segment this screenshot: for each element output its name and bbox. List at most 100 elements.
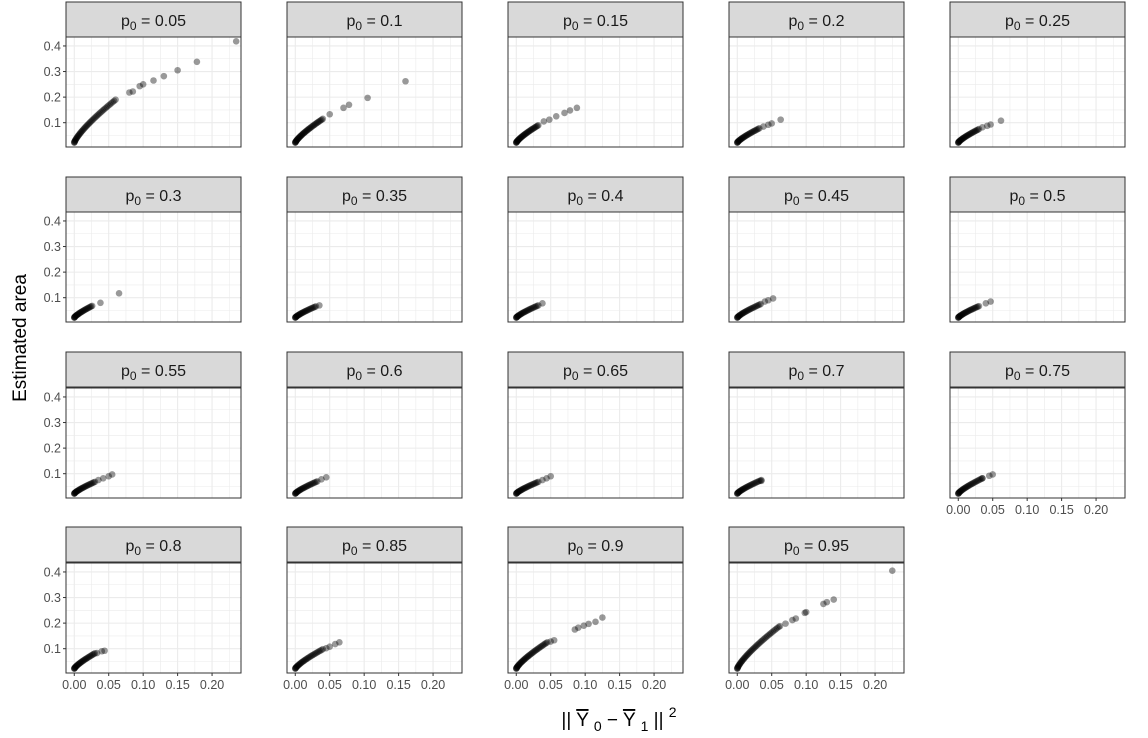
facet-strip-label: p0 = 0.75 (1005, 363, 1070, 383)
facet-strip (507, 176, 684, 213)
data-point (888, 567, 896, 574)
data-point (304, 306, 312, 314)
panel-border (507, 36, 684, 148)
data-point (524, 483, 532, 490)
data-point (517, 659, 525, 666)
data-point (78, 128, 85, 135)
data-point (72, 312, 79, 320)
data-point (739, 309, 747, 317)
data-point (987, 298, 994, 305)
data-point (93, 112, 100, 120)
data-point (364, 94, 371, 102)
data-point (961, 484, 969, 492)
data-point (314, 478, 321, 485)
data-point (737, 659, 744, 667)
data-point (977, 475, 985, 483)
data-point (733, 490, 741, 497)
data-point (515, 488, 523, 495)
data-point (295, 487, 303, 494)
data-point (319, 115, 327, 123)
data-point (737, 136, 744, 143)
data-point (983, 122, 991, 130)
data-point (293, 312, 301, 320)
x-title-open: || (561, 710, 571, 731)
data-point (740, 485, 748, 492)
data-point (293, 488, 301, 496)
data-point (292, 313, 300, 321)
data-point (752, 642, 760, 650)
data-point (740, 655, 748, 662)
data-point (761, 635, 768, 642)
x-tick-label: 0.00 (62, 678, 86, 692)
data-point (985, 472, 993, 480)
data-point (291, 139, 299, 146)
data-point (966, 130, 973, 138)
data-point (743, 483, 750, 491)
data-point (955, 489, 962, 497)
data-point (516, 135, 524, 142)
data-point (735, 662, 742, 670)
data-point (298, 485, 306, 493)
data-point (513, 664, 520, 672)
data-point (957, 137, 964, 144)
facet-panel: p0 = 0.2 (728, 1, 905, 148)
data-point (105, 472, 113, 480)
data-point (968, 129, 975, 137)
data-point (741, 133, 749, 140)
data-point (71, 489, 79, 496)
data-point (751, 479, 759, 487)
data-point (523, 307, 531, 315)
data-point (70, 314, 78, 321)
x-title-y0: Y (576, 710, 589, 731)
data-point (734, 139, 741, 146)
data-point (526, 305, 534, 313)
data-point (530, 480, 537, 488)
data-point (975, 476, 982, 484)
data-point (972, 304, 979, 312)
data-point (74, 311, 81, 318)
data-point (82, 123, 90, 130)
facet-panel: p0 = 0.25 (949, 1, 1126, 148)
data-point (955, 489, 963, 497)
data-point (959, 486, 966, 493)
data-point (76, 660, 83, 667)
data-point (750, 303, 758, 311)
data-point (972, 127, 979, 135)
data-point (536, 643, 544, 651)
data-point (307, 480, 315, 488)
data-point (71, 490, 78, 497)
data-point (737, 487, 744, 495)
data-point (307, 305, 315, 312)
data-point (299, 484, 307, 492)
data-point (85, 304, 93, 311)
data-point (306, 653, 314, 660)
data-point (513, 137, 521, 145)
data-point (532, 479, 540, 487)
data-point (735, 488, 743, 496)
data-point (70, 490, 78, 497)
data-point (820, 600, 827, 608)
data-point (309, 304, 316, 312)
data-point (734, 138, 742, 146)
data-point (768, 629, 775, 637)
data-point (297, 132, 304, 140)
data-point (747, 305, 754, 313)
data-point (309, 480, 316, 487)
data-point (75, 486, 82, 494)
data-point (742, 484, 749, 491)
data-point (513, 664, 521, 671)
data-point (514, 488, 522, 496)
data-point (955, 314, 962, 321)
data-point (773, 624, 781, 632)
y-tick-label: 0.3 (44, 416, 61, 430)
data-point (519, 132, 527, 140)
data-point (83, 122, 91, 129)
data-point (296, 660, 304, 668)
data-point (513, 489, 521, 497)
facet-panel: p0 = 0.7 (728, 351, 905, 499)
data-point (81, 656, 89, 663)
data-point (802, 608, 810, 616)
data-point (533, 479, 541, 486)
data-point (520, 485, 528, 492)
data-point (326, 643, 334, 650)
